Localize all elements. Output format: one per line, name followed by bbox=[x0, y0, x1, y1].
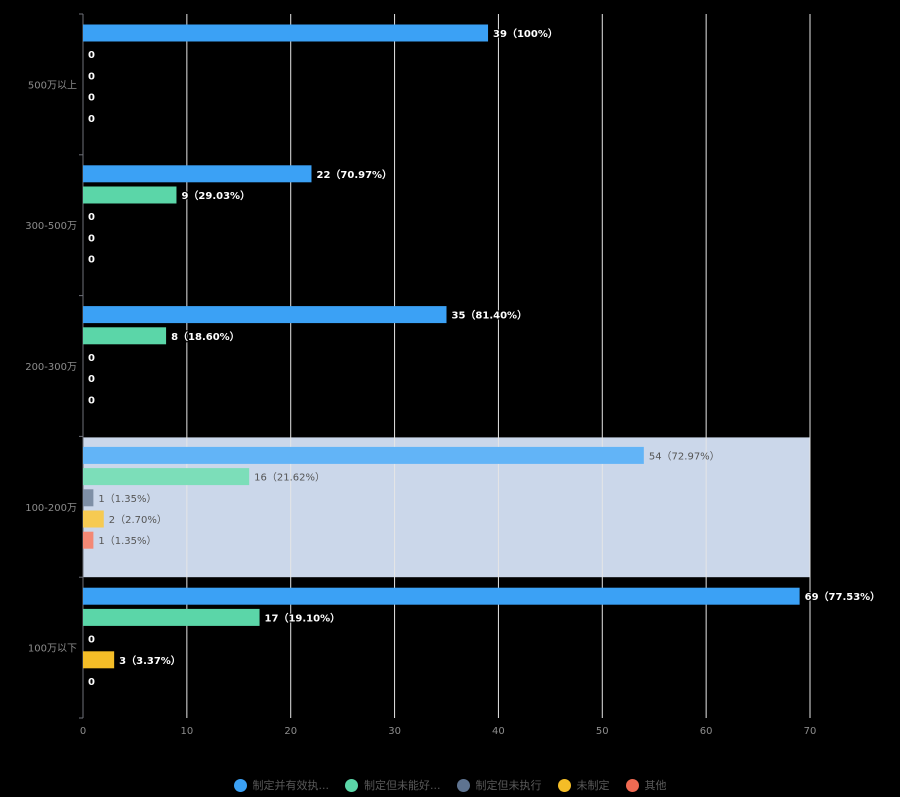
category-label: 100万以下 bbox=[28, 644, 77, 655]
grid-lines bbox=[186, 14, 811, 718]
legend-item[interactable]: 未制定 bbox=[557, 777, 610, 793]
bar-value-label: 0 bbox=[88, 255, 95, 266]
bar[interactable] bbox=[83, 531, 94, 549]
bar-value-label: 22（70.97%） bbox=[316, 168, 392, 181]
axes: 0 10 20 30 40 50 60 70 500万以上 300-500万 200-300万 100… bbox=[25, 13, 817, 737]
legend-swatch bbox=[233, 778, 247, 792]
bar-value-label: 8（18.60%） bbox=[171, 330, 240, 343]
bar-value-label: 0 bbox=[88, 212, 95, 223]
bar-value-label: 2（2.70%） bbox=[109, 514, 167, 526]
bar-value-label: 1（1.35%） bbox=[98, 493, 156, 505]
bar-value-label: 0 bbox=[88, 635, 95, 646]
x-tick-label: 0 bbox=[80, 726, 86, 737]
bar[interactable] bbox=[83, 510, 104, 528]
category-label: 300-500万 bbox=[25, 221, 77, 232]
legend-swatch bbox=[557, 778, 571, 792]
legend-label: 制定并有效执... bbox=[252, 779, 330, 792]
bar-value-label: 69（77.53%） bbox=[805, 590, 881, 603]
legend-label: 制定但未能好... bbox=[364, 779, 441, 792]
bars bbox=[83, 24, 800, 669]
category-label: 500万以上 bbox=[28, 79, 77, 91]
legend-item[interactable]: 其他 bbox=[625, 777, 667, 793]
bar-value-label: 1（1.35%） bbox=[98, 535, 156, 547]
x-tick-label: 60 bbox=[700, 726, 713, 737]
bar[interactable] bbox=[83, 489, 94, 507]
x-tick-label: 10 bbox=[180, 726, 193, 737]
bar[interactable] bbox=[83, 608, 260, 626]
x-tick-label: 50 bbox=[596, 726, 609, 737]
legend-swatch bbox=[625, 778, 639, 792]
category-label: 200-300万 bbox=[25, 362, 77, 373]
bar-value-label: 0 bbox=[88, 93, 95, 104]
bar-value-label: 3（3.37%） bbox=[119, 654, 181, 667]
bar-value-label: 0 bbox=[88, 71, 95, 82]
bar-value-label: 0 bbox=[88, 233, 95, 244]
bar-value-label: 0 bbox=[88, 677, 95, 688]
legend: 制定并有效执... 制定但未能好... 制定但未执行 未制定 其他 bbox=[0, 777, 900, 793]
legend-item[interactable]: 制定并有效执... bbox=[233, 777, 330, 793]
category-label: 100-200万 bbox=[25, 503, 77, 514]
legend-swatch bbox=[456, 778, 470, 792]
bar[interactable] bbox=[83, 306, 447, 324]
bar[interactable] bbox=[83, 24, 489, 42]
bar-value-label: 0 bbox=[88, 395, 95, 406]
bar[interactable] bbox=[83, 327, 167, 345]
legend-label: 其他 bbox=[644, 779, 667, 792]
bar-value-label: 16（21.62%） bbox=[254, 472, 325, 484]
bar-value-label: 54（72.97%） bbox=[649, 450, 720, 462]
bar[interactable] bbox=[83, 165, 312, 183]
bar[interactable] bbox=[83, 468, 250, 486]
legend-swatch bbox=[345, 778, 358, 792]
bar-value-label: 35（81.40%） bbox=[452, 309, 528, 322]
bar[interactable] bbox=[83, 186, 177, 204]
bar-value-label: 9（29.03%） bbox=[181, 189, 250, 202]
bar-value-label: 0 bbox=[88, 353, 95, 364]
legend-label: 未制定 bbox=[576, 779, 610, 792]
bar[interactable] bbox=[83, 446, 644, 464]
x-tick-label: 40 bbox=[492, 726, 505, 737]
bar-value-label: 0 bbox=[88, 50, 95, 61]
x-tick-label: 70 bbox=[804, 726, 817, 737]
bar-value-label: 39（100%） bbox=[493, 27, 558, 40]
value-labels: 39（100%） 22（70.97%） 35（81.40%） 54（72.97%） 69… bbox=[87, 26, 881, 689]
x-tick-label: 20 bbox=[284, 726, 297, 737]
x-tick-label: 30 bbox=[388, 726, 401, 737]
legend-item[interactable]: 制定但未执行 bbox=[456, 777, 542, 793]
bar-value-label: 17（19.10%） bbox=[265, 611, 341, 624]
bar[interactable] bbox=[83, 651, 115, 669]
bar[interactable] bbox=[83, 587, 800, 605]
legend-label: 制定但未执行 bbox=[475, 779, 542, 792]
legend-item[interactable]: 制定但未能好... bbox=[345, 777, 441, 793]
bar-value-label: 0 bbox=[88, 114, 95, 125]
bar-value-label: 0 bbox=[88, 374, 95, 385]
